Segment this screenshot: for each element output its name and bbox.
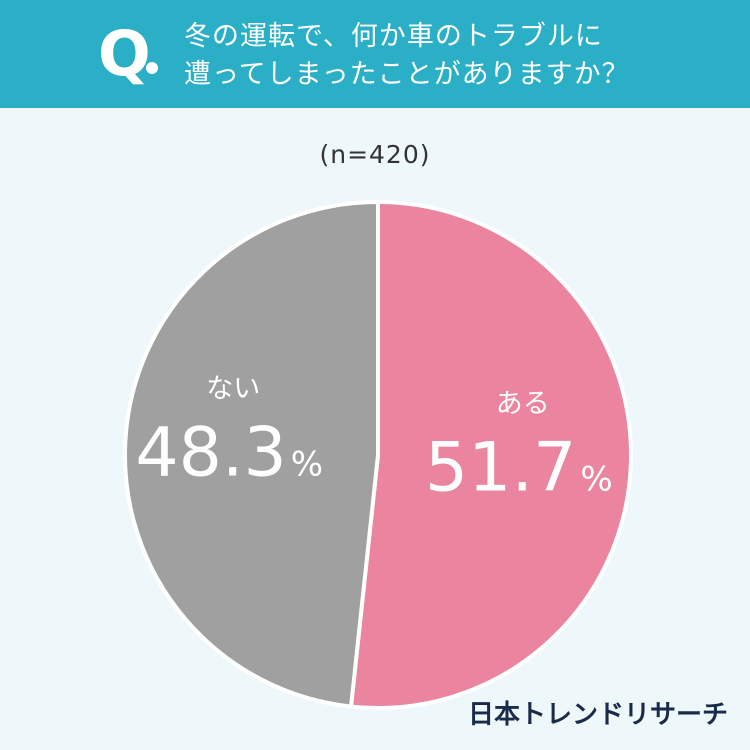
slice-value-0: 51.7%	[425, 429, 613, 508]
sample-size: (n=420)	[319, 140, 431, 169]
slice-label-1: ない 48.3%	[135, 373, 323, 492]
brand-logo: 日本トレンドリサーチ	[467, 700, 728, 730]
question-text: 冬の運転で、何か車のトラブルに 遭ってしまったことがありますか？	[184, 18, 744, 94]
slice-label-0: ある 51.7%	[425, 389, 613, 508]
pie-slice-0	[349, 200, 633, 710]
pie-slice-1	[123, 200, 380, 709]
question-line-1: 冬の運転で、何か車のトラブルに	[184, 21, 603, 52]
slice-value-1: 48.3%	[135, 413, 323, 492]
slice-name-1: ない	[206, 373, 260, 404]
question-line-2: 遭ってしまったことがありますか？	[184, 59, 630, 90]
slice-name-0: ある	[496, 389, 550, 420]
q-mark: Q	[98, 17, 151, 90]
question-header: Q 冬の運転で、何か車のトラブルに 遭ってしまったことがありますか？	[0, 0, 750, 108]
q-dot	[146, 62, 158, 74]
